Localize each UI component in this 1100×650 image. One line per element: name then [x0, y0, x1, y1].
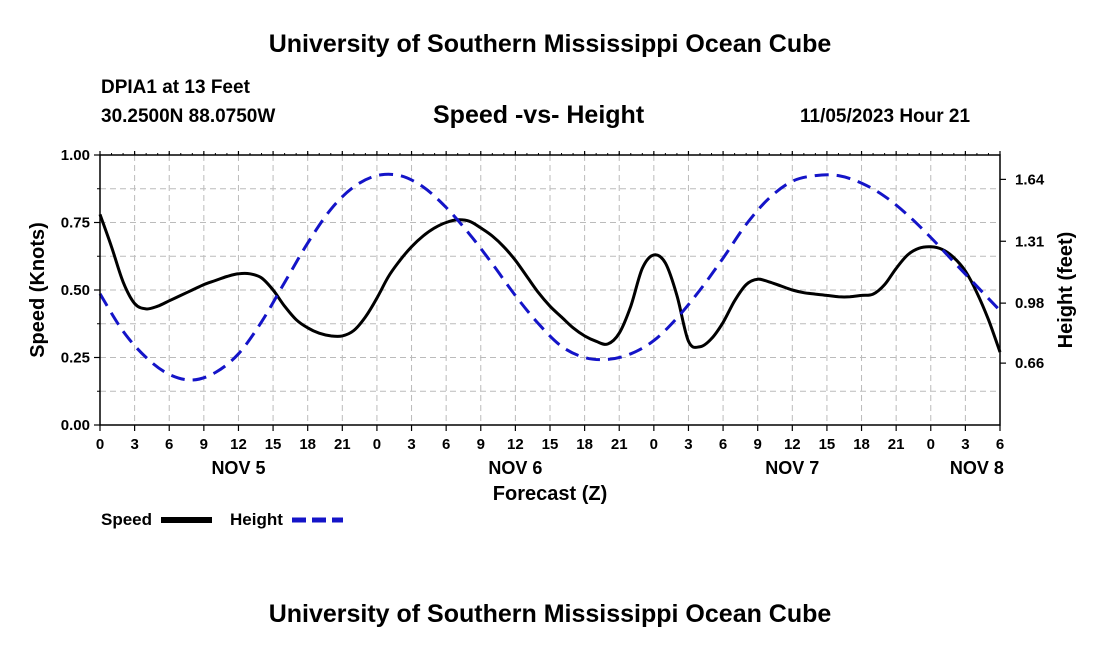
y-right-tick-label: 1.64 — [1015, 171, 1045, 188]
x-tick-label: 15 — [819, 436, 836, 453]
x-tick-label: 21 — [334, 436, 351, 453]
ticks — [94, 151, 1006, 431]
station-label: DPIA1 at 13 Feet — [101, 77, 250, 98]
y-right-axis-title: Height (feet) — [1055, 232, 1077, 349]
x-tick-label: 18 — [299, 436, 316, 453]
x-tick-label: 21 — [888, 436, 905, 453]
y-left-tick-label: 0.00 — [61, 417, 90, 434]
page-title: University of Southern Mississippi Ocean… — [268, 30, 832, 58]
series — [98, 172, 1002, 382]
grid — [100, 155, 1000, 425]
date-label: NOV 7 — [765, 458, 819, 478]
x-tick-label: 6 — [996, 436, 1004, 453]
y-left-tick-label: 0.75 — [61, 215, 90, 232]
x-tick-label: 3 — [684, 436, 692, 453]
labels: 0 3 6 9 12 15 18 21 0 3 6 9 12 15 18 21 0 3 6 9 12 15 18 21 0 3 6 0… — [27, 147, 1077, 505]
forecast-datetime: 11/05/2023 Hour 21 — [800, 106, 971, 127]
x-tick-label: 12 — [230, 436, 247, 453]
series-line-speed — [98, 213, 1002, 353]
legend-label-height: Height — [230, 510, 283, 529]
x-tick-label: 3 — [407, 436, 415, 453]
footer-title: University of Southern Mississippi Ocean… — [268, 600, 832, 628]
y-left-tick-label: 1.00 — [61, 147, 90, 164]
x-tick-label: 0 — [927, 436, 935, 453]
y-left-axis-title: Speed (Knots) — [27, 222, 49, 358]
y-right-tick-label: 0.66 — [1015, 355, 1044, 372]
x-tick-label: 3 — [961, 436, 969, 453]
date-label: NOV 6 — [488, 458, 542, 478]
x-tick-label: 3 — [130, 436, 138, 453]
x-tick-label: 0 — [373, 436, 381, 453]
legend-label-speed: Speed — [101, 510, 152, 529]
x-tick-label: 6 — [165, 436, 173, 453]
y-right-tick-label: 1.31 — [1015, 233, 1044, 250]
date-label: NOV 8 — [950, 458, 1004, 478]
date-label: NOV 5 — [211, 458, 265, 478]
x-tick-label: 12 — [784, 436, 801, 453]
x-tick-label: 0 — [650, 436, 658, 453]
x-tick-label: 0 — [96, 436, 104, 453]
station-coordinates: 30.2500N 88.0750W — [101, 106, 276, 127]
x-tick-label: 21 — [611, 436, 628, 453]
legend: Speed Height — [101, 510, 343, 529]
x-tick-label: 6 — [442, 436, 450, 453]
x-axis-title: Forecast (Z) — [493, 483, 607, 505]
series-line-height — [98, 172, 1002, 382]
x-tick-label: 9 — [200, 436, 208, 453]
y-left-tick-label: 0.25 — [61, 350, 90, 367]
x-tick-label: 15 — [542, 436, 559, 453]
x-tick-label: 9 — [754, 436, 762, 453]
chart-title: Speed -vs- Height — [433, 101, 645, 129]
y-right-tick-label: 0.98 — [1015, 295, 1044, 312]
x-tick-label: 18 — [853, 436, 870, 453]
x-tick-label: 18 — [576, 436, 593, 453]
x-tick-label: 9 — [477, 436, 485, 453]
x-tick-label: 12 — [507, 436, 524, 453]
x-tick-label: 6 — [719, 436, 727, 453]
x-tick-label: 15 — [265, 436, 282, 453]
y-left-tick-label: 0.50 — [61, 282, 90, 299]
